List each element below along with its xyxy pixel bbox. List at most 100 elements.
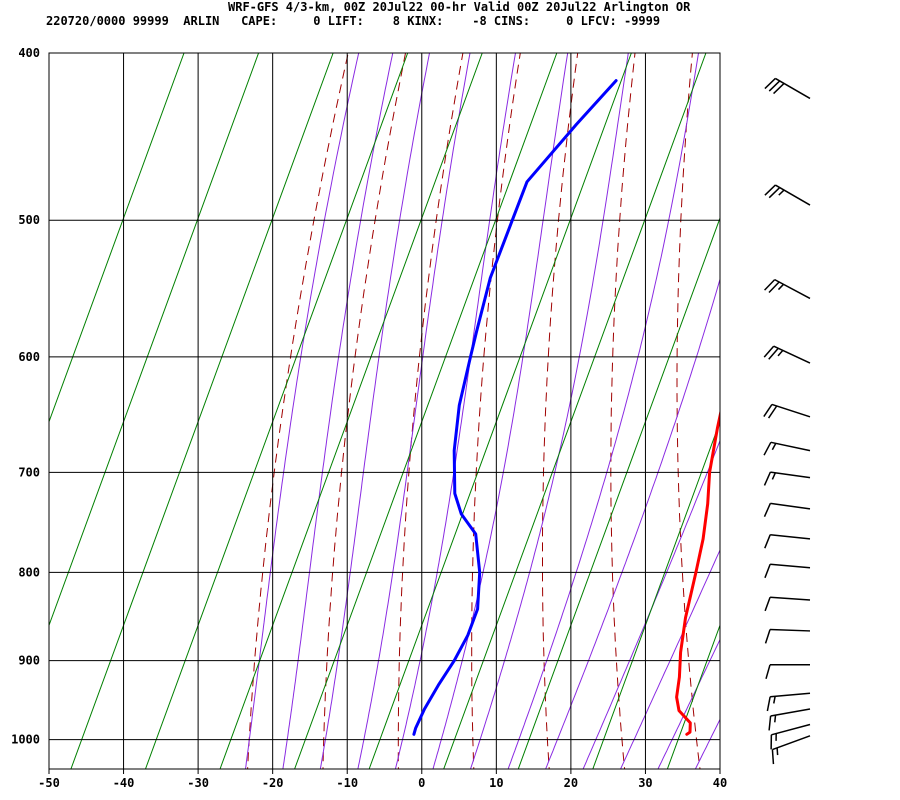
mixing-ratio-line: [443, 53, 707, 769]
pressure-tick-label: 900: [18, 654, 40, 668]
moist-adiabat-line: [620, 548, 720, 769]
wind-barb: [771, 735, 811, 765]
dewpoint-profile-line: [412, 79, 618, 736]
wind-barb-feather: [767, 405, 778, 419]
temperature-tick-label: 40: [713, 776, 727, 790]
wind-barb-staff: [771, 723, 811, 736]
dry-adiabat-line: [322, 53, 407, 769]
dry-adiabat-line: [803, 34, 852, 776]
moist-adiabat-line: [657, 638, 720, 769]
wind-barb: [764, 278, 811, 300]
mixing-ratio-line: [666, 623, 720, 769]
pressure-tick-label: 500: [18, 213, 40, 227]
pressure-tick-label: 1000: [11, 733, 40, 747]
wind-barb-column: [763, 77, 811, 765]
wind-barb: [766, 692, 811, 712]
wind-barb-feather: [771, 749, 775, 765]
moist-adiabat-line: [729, 34, 900, 776]
temperature-tick-label: 0: [418, 776, 425, 790]
wind-barb-feather: [763, 404, 773, 417]
moist-adiabat-line: [582, 439, 720, 769]
mixing-ratio-line: [70, 53, 334, 769]
mixing-ratio-line: [49, 53, 185, 424]
wind-barb-feather: [764, 534, 771, 549]
temperature-tick-label: -40: [113, 776, 135, 790]
wind-barb-feather: [773, 82, 785, 95]
wind-barb-staff: [773, 345, 811, 364]
chart-stats-line: 220720/0000 99999 ARLIN CAPE: 0 LIFT: 8 …: [46, 14, 660, 28]
wind-barb-feather: [768, 80, 781, 92]
wind-barb: [763, 471, 811, 486]
grid-lines: [49, 53, 720, 769]
wind-barb-feather: [764, 596, 771, 612]
sounding-profiles: [412, 79, 720, 736]
moist-adiabat-line: [545, 277, 720, 769]
wind-barb-half-feather: [777, 283, 785, 291]
wind-barb-staff: [770, 502, 811, 510]
wind-barb-staff: [770, 596, 811, 601]
wind-barb-staff: [770, 533, 811, 540]
mixing-ratio-line: [294, 53, 558, 769]
chart-title: WRF-GFS 4/3-km, 00Z 20Jul22 00-hr Valid …: [228, 0, 691, 14]
wind-barb-feather: [768, 347, 779, 360]
pressure-tick-label: 400: [18, 46, 40, 60]
wind-barb: [764, 533, 811, 549]
mixing-ratio-line: [592, 420, 720, 769]
axis-labels: 400 500 600 700 800 900 1000 -50 -40 -30 -20 -10 0 10…: [11, 46, 727, 790]
wind-barb-half-feather: [776, 747, 779, 756]
wind-barb-feather: [768, 187, 781, 199]
wind-barb: [764, 184, 811, 206]
wind-barb-staff: [774, 184, 811, 206]
wind-barb-feather: [763, 471, 772, 486]
mixing-ratio-line: [816, 53, 900, 769]
wind-barb-feather: [764, 184, 776, 196]
mixing-ratio-line: [145, 53, 409, 769]
wind-barb: [763, 403, 811, 419]
wind-barb-half-feather: [777, 349, 784, 357]
wind-barb: [768, 708, 811, 731]
wind-barb-staff: [770, 441, 811, 452]
wind-barb: [763, 345, 811, 364]
wind-barb: [764, 563, 811, 579]
wind-barb-staff: [769, 628, 811, 632]
mixing-ratio-line: [368, 53, 632, 769]
temperature-tick-label: 10: [489, 776, 503, 790]
mixing-ratio-line: [517, 216, 720, 769]
wind-barb-half-feather: [774, 715, 777, 723]
wind-barb-feather: [765, 664, 771, 680]
wind-barb-half-feather: [771, 472, 777, 480]
wind-barb: [764, 77, 811, 100]
dry-adiabat-line: [397, 53, 464, 769]
moist-adiabat-line: [469, 53, 629, 769]
wind-barb: [770, 723, 811, 750]
wind-barb: [764, 628, 811, 644]
dry-adiabat-line: [863, 34, 900, 776]
mixing-ratio-line: [742, 53, 900, 769]
wind-barb-feather: [763, 441, 772, 456]
wind-barb: [764, 596, 811, 612]
wind-barb-staff: [770, 563, 811, 569]
temperature-profile-line: [675, 408, 720, 736]
pressure-tick-label: 600: [18, 350, 40, 364]
plot-frame: [48, 52, 721, 770]
wind-barb-staff: [770, 471, 811, 479]
wind-barb-half-feather: [773, 696, 776, 704]
pressure-tick-label: 700: [18, 465, 40, 479]
wind-barb-feather: [763, 503, 772, 517]
wind-barb-feather: [764, 279, 776, 291]
wind-barb-feather: [763, 345, 775, 358]
temperature-tick-label: -30: [187, 776, 209, 790]
wind-barb-feather: [764, 629, 771, 644]
wind-barb-half-feather: [771, 442, 777, 451]
wind-barb-feather: [764, 77, 776, 90]
temperature-tick-label: -50: [38, 776, 60, 790]
wind-barb-staff: [774, 77, 811, 100]
wind-barb-feather: [768, 281, 780, 293]
wind-barb-half-feather: [778, 189, 785, 196]
wind-barb: [763, 441, 811, 456]
wind-barb-staff: [774, 278, 811, 300]
temperature-tick-label: 30: [638, 776, 652, 790]
wind-barb-staff: [770, 708, 811, 717]
wind-barb: [765, 664, 810, 680]
